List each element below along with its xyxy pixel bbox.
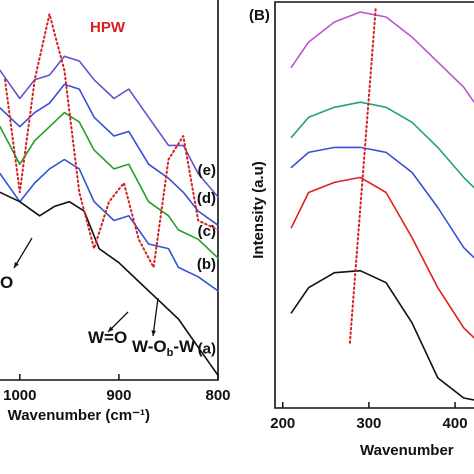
series-line: [0, 55, 219, 198]
series-line: [290, 176, 474, 339]
series-line: [348, 6, 377, 344]
series-label: HPW: [90, 19, 126, 36]
series-line: [0, 191, 219, 377]
series-label: (b): [197, 256, 216, 273]
axis-frame: [0, 0, 219, 381]
y-axis-label: Intensity (a.u): [250, 161, 267, 259]
x-tick-label: 1000: [3, 387, 36, 404]
x-tick-label: 300: [356, 415, 381, 432]
annotation-tail: -W: [173, 337, 196, 356]
annotation: O: [0, 273, 13, 292]
arrow: [13, 237, 33, 269]
series-line: [290, 101, 474, 189]
series-label: (a): [198, 340, 216, 357]
series-label: (e): [198, 162, 216, 179]
x-tick-label: 900: [106, 387, 131, 404]
annotation: W=O: [88, 328, 127, 347]
annotation-text: O: [0, 273, 13, 292]
x-axis-label: Wavenumber (cm⁻¹): [8, 407, 150, 424]
series-line: [0, 111, 219, 259]
x-axis-label: Wavenumber: [360, 442, 454, 459]
series-label: (c): [198, 223, 216, 240]
axis-frame: [274, 1, 474, 409]
arrow-head: [14, 262, 19, 268]
series-line: [290, 11, 474, 103]
series-line: [4, 13, 219, 269]
series-label: (d): [197, 190, 216, 207]
annotation-text: W=O: [88, 328, 127, 347]
x-tick-label: 200: [270, 415, 295, 432]
annotation-text: W-O: [132, 337, 167, 356]
arrow-head: [108, 326, 114, 332]
arrow: [152, 297, 159, 337]
annotation-sub: b: [167, 347, 174, 359]
series-line: [290, 146, 474, 259]
series-line: [0, 83, 219, 226]
x-tick-label: 800: [205, 387, 230, 404]
panel-label: (B): [249, 7, 270, 24]
x-tick-label: 400: [443, 415, 468, 432]
arrow-head: [151, 330, 157, 336]
series-line: [290, 269, 474, 401]
series-line: [0, 158, 219, 292]
annotation: W-Ob-W: [132, 337, 196, 359]
